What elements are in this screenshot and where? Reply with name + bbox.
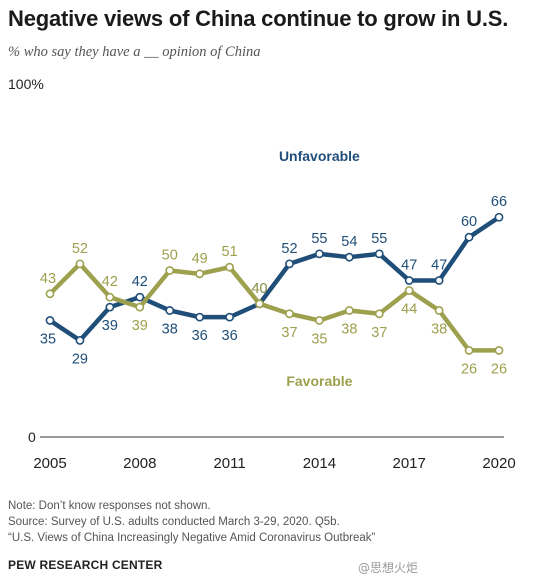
- favorable-marker: [374, 309, 384, 319]
- unfavorable-marker: [135, 292, 145, 302]
- unfavorable-marker: [374, 249, 384, 259]
- unfavorable-data-label: 38: [162, 321, 178, 337]
- favorable-marker: [494, 346, 504, 355]
- x-tick-label: 2008: [123, 455, 156, 472]
- unfavorable-series-label: Unfavorable: [279, 148, 360, 164]
- unfavorable-data-label: 55: [311, 231, 327, 247]
- favorable-data-label: 50: [162, 248, 178, 264]
- favorable-marker: [344, 306, 354, 315]
- unfavorable-marker: [165, 306, 175, 315]
- unfavorable-marker: [494, 212, 504, 222]
- x-tick-label: 2011: [213, 455, 245, 472]
- report-title-text: “U.S. Views of China Increasingly Negati…: [8, 532, 376, 544]
- favorable-marker: [165, 266, 175, 275]
- favorable-data-label: 26: [461, 361, 477, 377]
- unfavorable-marker: [105, 302, 115, 312]
- y-tick-label: 0: [28, 429, 36, 445]
- unfavorable-marker: [404, 276, 414, 285]
- unfavorable-data-label: 36: [192, 328, 208, 344]
- favorable-marker: [404, 286, 414, 295]
- unfavorable-marker: [195, 312, 205, 322]
- unfavorable-data-label: 47: [431, 257, 447, 273]
- source-text: Source: Survey of U.S. adults conducted …: [8, 516, 340, 528]
- unfavorable-data-label: 60: [461, 214, 477, 230]
- favorable-data-label: 51: [222, 244, 238, 260]
- favorable-series-label: Favorable: [286, 373, 352, 389]
- favorable-marker: [45, 289, 55, 299]
- x-tick-label: 2005: [33, 455, 66, 472]
- favorable-marker: [314, 316, 324, 325]
- favorable-marker: [225, 262, 234, 272]
- favorable-data-label: 38: [341, 321, 357, 337]
- favorable-data-label: 26: [491, 361, 507, 377]
- chart-title: Negative views of China continue to grow…: [8, 6, 509, 31]
- favorable-line: [47, 261, 502, 353]
- chart-notes: Note: Don’t know responses not shown. So…: [8, 498, 375, 546]
- chart-subtitle: % who say they have a __ opinion of Chin…: [8, 44, 261, 60]
- favorable-marker: [75, 259, 85, 269]
- favorable-marker: [255, 299, 264, 309]
- favorable-data-label: 52: [72, 241, 88, 257]
- unfavorable-marker: [344, 252, 354, 262]
- unfavorable-data-label: 47: [401, 257, 417, 273]
- x-tick-label: 2017: [393, 455, 426, 472]
- x-tick-label: 2020: [482, 455, 515, 472]
- unfavorable-data-label: 52: [281, 241, 297, 257]
- favorable-marker: [135, 302, 145, 312]
- favorable-data-label: 49: [192, 251, 208, 267]
- unfavorable-marker: [45, 316, 55, 325]
- unfavorable-data-label: 35: [40, 331, 56, 347]
- unfavorable-data-label: 66: [491, 194, 507, 210]
- unfavorable-data-label: 55: [371, 231, 387, 247]
- favorable-marker: [464, 346, 474, 355]
- x-tick-label: 2014: [303, 455, 336, 472]
- unfavorable-marker: [285, 259, 294, 269]
- favorable-data-label: 38: [431, 321, 447, 337]
- favorable-data-label: 39: [132, 318, 148, 334]
- favorable-marker: [434, 306, 444, 315]
- unfavorable-data-label: 54: [341, 234, 357, 250]
- unfavorable-marker: [434, 276, 444, 285]
- favorable-marker: [105, 292, 115, 302]
- note-text: Note: Don’t know responses not shown.: [8, 500, 211, 512]
- unfavorable-marker: [75, 336, 85, 345]
- unfavorable-data-label: 29: [72, 351, 88, 367]
- favorable-data-label: 42: [102, 274, 118, 290]
- unfavorable-data-label: 39: [102, 318, 118, 334]
- line-chart: 0 2005 2008 2011 2014 2017 2020 35 29 39 42 38 36 36 4…: [28, 148, 516, 472]
- unfavorable-data-label: 40: [251, 281, 267, 297]
- unfavorable-data-label: 42: [132, 274, 148, 290]
- favorable-data-label: 37: [281, 325, 297, 341]
- favorable-data-label: 43: [40, 271, 56, 287]
- watermark-text: @思想火炬: [358, 561, 419, 575]
- unfavorable-marker: [314, 249, 324, 259]
- brand-logo-text: PEW RESEARCH CENTER: [8, 558, 163, 572]
- favorable-data-label: 35: [311, 331, 327, 347]
- unfavorable-marker: [225, 312, 234, 322]
- favorable-data-label: 44: [401, 301, 417, 317]
- favorable-marker: [195, 269, 205, 279]
- favorable-data-label: 37: [371, 325, 387, 341]
- y-axis-top-label: 100%: [8, 76, 44, 92]
- favorable-marker: [285, 309, 294, 319]
- unfavorable-data-label: 36: [222, 328, 238, 344]
- favorable-data-label: 40: [251, 281, 267, 297]
- unfavorable-marker: [464, 232, 474, 242]
